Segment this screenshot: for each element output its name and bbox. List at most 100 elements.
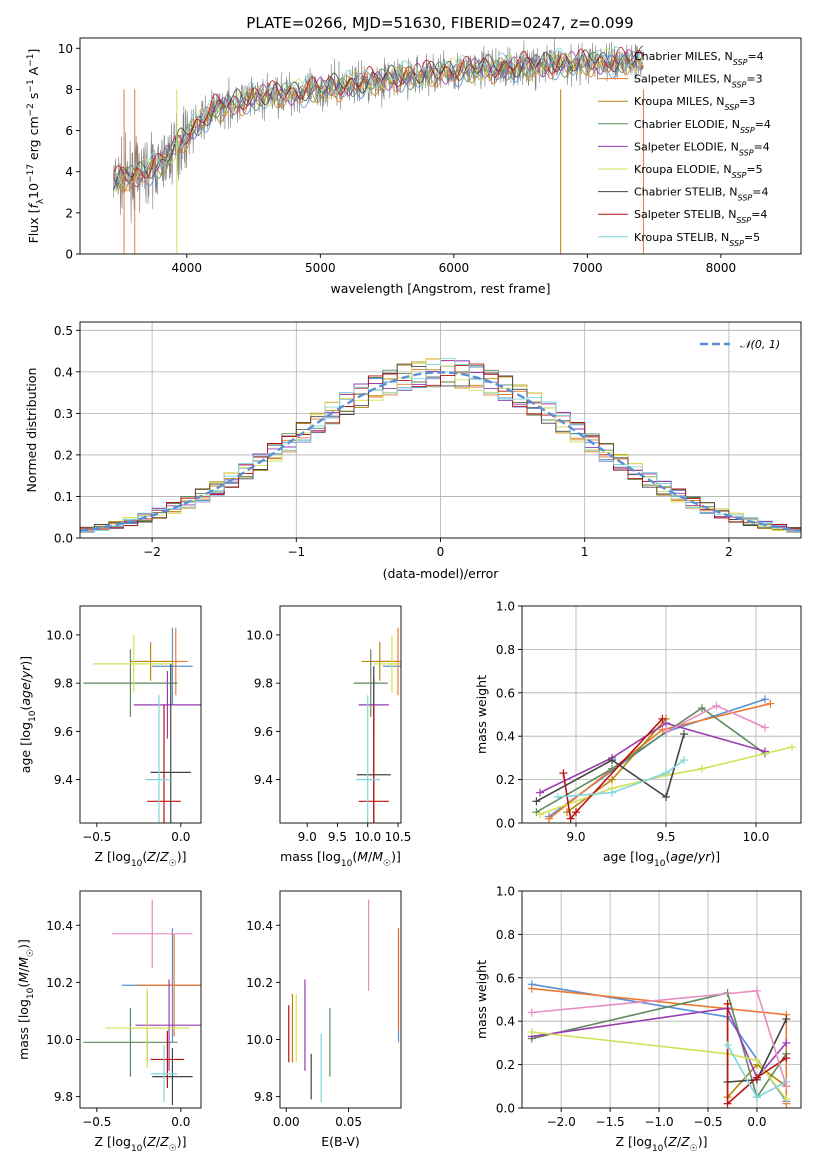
- weight-vs-age-marker-1-2: [766, 699, 775, 708]
- weight-vs-Z-series-line-7: [726, 1003, 787, 1106]
- weight-vs-age-marker-5-3: [698, 764, 706, 773]
- normal-reference-curve: [80, 371, 801, 532]
- weight-vs-Z-ytick-label: 0.6: [496, 971, 515, 985]
- age-vs-mass-frame: [279, 605, 402, 824]
- mass-vs-ebv-frame: [279, 890, 402, 1109]
- weight-vs-age-series-line-8: [557, 759, 685, 798]
- age-vs-Z-frame-group: −0.5 0.0 9.4 9.6 9.8 10.0: [46, 605, 202, 844]
- residuals-ytick-label: 0.2: [54, 448, 73, 462]
- weight-vs-age-marker-7-2: [572, 808, 580, 817]
- spectrum-ytick-label: 10: [58, 42, 73, 56]
- weight-vs-age-marker-5-4: [788, 743, 796, 752]
- weight-vs-Z-marker-1-0: [527, 984, 536, 993]
- age-vs-mass-xlabel-part: (: [352, 849, 357, 864]
- age-vs-mass-xtick-label: 9.5: [328, 830, 347, 844]
- weight-vs-Z-xlabel-part: Z: [667, 1134, 677, 1149]
- weight-vs-Z-series-line-5: [531, 1031, 787, 1100]
- age-vs-mass-xlabel: mass [log10(M/M☉)]: [280, 849, 401, 869]
- age-vs-Z-ytick-label: 9.6: [54, 725, 73, 739]
- age-vs-Z-ylabel-part: 10: [28, 710, 38, 722]
- spectrum-ylabel-part: Flux [: [26, 209, 41, 244]
- weight-vs-age-marker-2-1: [608, 775, 616, 784]
- mass-vs-Z-xtick-label: −0.5: [82, 1115, 111, 1129]
- weight-vs-Z-xtick-label: 0.0: [747, 1115, 766, 1129]
- legend-model-name: Salpeter MILES, N: [634, 73, 732, 86]
- weight-vs-Z-marker-5-2: [752, 1056, 761, 1065]
- legend-ssp-sub: SSP: [729, 238, 744, 247]
- spectrum-ylabel-part: −1: [26, 79, 36, 92]
- legend-label-6: Chabrier STELIB, NSSP=4: [634, 186, 768, 203]
- legend-ssp-sub: SSP: [724, 103, 739, 112]
- age-vs-Z-frame: [79, 605, 202, 824]
- figure-title: PLATE=0266, MJD=51630, FIBERID=0247, z=0…: [246, 14, 633, 32]
- spectrum-ylabel: Flux [fλ10−17 erg cm−2 s−1 A−1]: [26, 49, 46, 244]
- weight-vs-age-xtick-label: 9.5: [656, 830, 675, 844]
- age-vs-Z-panel: −0.5 0.09.49.69.810.0Z [log10(Z/Z☉)]age […: [18, 605, 202, 869]
- legend-model-name: Salpeter ELODIE, N: [634, 140, 739, 153]
- weight-vs-age-xlabel-part: )]: [710, 849, 720, 864]
- age-vs-Z-errorbar-2: [130, 642, 171, 681]
- spectrum-model-line-0: [112, 52, 644, 192]
- age-vs-Z-errorbar-0: [152, 627, 193, 705]
- weight-vs-age-marker-8-0: [554, 792, 562, 801]
- weight-vs-age-plot-area: [522, 606, 801, 823]
- spectrum-ylabel-part: erg cm: [26, 116, 41, 164]
- age-vs-mass-xtick-label: 10.0: [354, 830, 381, 844]
- residuals-xtick-label: −2: [143, 545, 161, 559]
- age-vs-Z-xlabel-part: ☉: [169, 859, 177, 869]
- residual-legend-label: 𝒩(0, 1): [740, 338, 780, 351]
- age-vs-mass-xlabel-part: ☉: [383, 859, 391, 869]
- residuals-xlabel: (data-model)/error: [383, 566, 500, 581]
- legend-ssp-sub: SSP: [740, 125, 755, 134]
- legend-model-name: Chabrier STELIB, N: [634, 186, 738, 199]
- mass-vs-Z-ylabel-part: )]: [16, 939, 31, 949]
- legend-nssp: =4: [755, 118, 771, 131]
- weight-vs-age-ytick-label: 0.0: [496, 817, 515, 831]
- weight-vs-age-marker-6-1: [608, 756, 616, 765]
- spectrum-ylabel-part: −2: [26, 103, 36, 116]
- mass-vs-Z-errorbar-8: [150, 1045, 178, 1103]
- age-vs-Z-ylabel-part: (: [18, 706, 33, 711]
- spectrum-model-line-7: [112, 46, 644, 183]
- legend-model-name: Kroupa STELIB, N: [634, 231, 729, 244]
- mass-vs-Z-xlabel-part: (: [142, 1134, 147, 1149]
- residuals-xtick-label: 1: [581, 545, 589, 559]
- weight-vs-Z-xtick-label: −2.0: [547, 1115, 576, 1129]
- weight-vs-age-marker-7-0: [559, 769, 568, 778]
- weight-vs-Z-panel: −2.0 −1.5 −1.0 −0.5 0.0 0.0 0.2 0.4 0.6 0.8 1.0 Z […: [474, 885, 802, 1154]
- age-vs-mass-ytick-label: 9.4: [254, 773, 273, 787]
- spectrum-xtick-label: 8000: [706, 261, 737, 275]
- weight-vs-Z-marker-7-1: [723, 1099, 732, 1108]
- spectrum-frame: [79, 37, 802, 255]
- weight-vs-Z-ytick-label: 1.0: [496, 885, 515, 899]
- mass-vs-Z-ylabel-part: mass [log: [16, 999, 31, 1060]
- weight-vs-age-marker-9-0: [662, 727, 670, 736]
- spectrum-ytick-label: 6: [65, 124, 73, 138]
- mass-vs-Z-panel: −0.5 0.09.810.010.210.4Z [log10(Z/Z☉)]mas…: [16, 890, 202, 1154]
- legend-model-name: Kroupa MILES, N: [634, 95, 724, 108]
- residual-hist-8: [80, 357, 801, 533]
- mass-vs-Z-errorbar-6: [152, 1048, 193, 1106]
- age-vs-mass-ytick-label: 9.6: [254, 725, 273, 739]
- weight-vs-Z-frame: [521, 890, 802, 1109]
- legend-ssp-sub: SSP: [736, 216, 751, 225]
- residuals-ylabel-part: Normed distribution: [24, 368, 39, 493]
- weight-vs-age-xlabel-part: /: [694, 849, 699, 864]
- age-vs-mass-xlabel-part: M: [357, 849, 368, 864]
- weight-vs-Z-marker-5-3: [782, 1095, 791, 1104]
- residuals-ytick-label: 0.5: [54, 324, 73, 338]
- age-vs-mass-xlabel-part: M: [372, 849, 383, 864]
- weight-vs-age-xlabel-part: age [log: [603, 849, 654, 864]
- age-vs-Z-plot-area: [83, 627, 201, 823]
- age-vs-Z-xtick-label: −0.5: [82, 830, 111, 844]
- weight-vs-age-marker-0-2: [761, 695, 769, 704]
- weight-vs-Z-marker-8-1: [752, 1093, 761, 1102]
- mass-vs-ebv-ytick-label: 10.4: [246, 919, 273, 933]
- age-vs-Z-xtick-label: 0.0: [171, 830, 190, 844]
- legend-nssp: =4: [754, 140, 770, 153]
- weight-vs-Z-xlabel-part: 10: [652, 1144, 664, 1154]
- mass-vs-Z-xlabel-part: ☉: [169, 1144, 177, 1154]
- weight-vs-Z-xtick-label: −0.5: [693, 1115, 722, 1129]
- weight-vs-age-marker-3-2: [698, 703, 706, 712]
- legend-ssp-sub: SSP: [732, 171, 747, 180]
